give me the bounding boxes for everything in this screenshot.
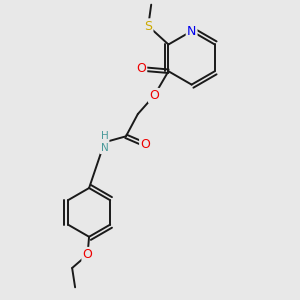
Text: N: N (187, 25, 196, 38)
Text: S: S (144, 20, 152, 33)
Text: O: O (82, 248, 92, 261)
Text: H
N: H N (101, 131, 108, 153)
Text: O: O (140, 138, 150, 151)
Text: O: O (136, 62, 146, 75)
Text: O: O (149, 89, 159, 102)
